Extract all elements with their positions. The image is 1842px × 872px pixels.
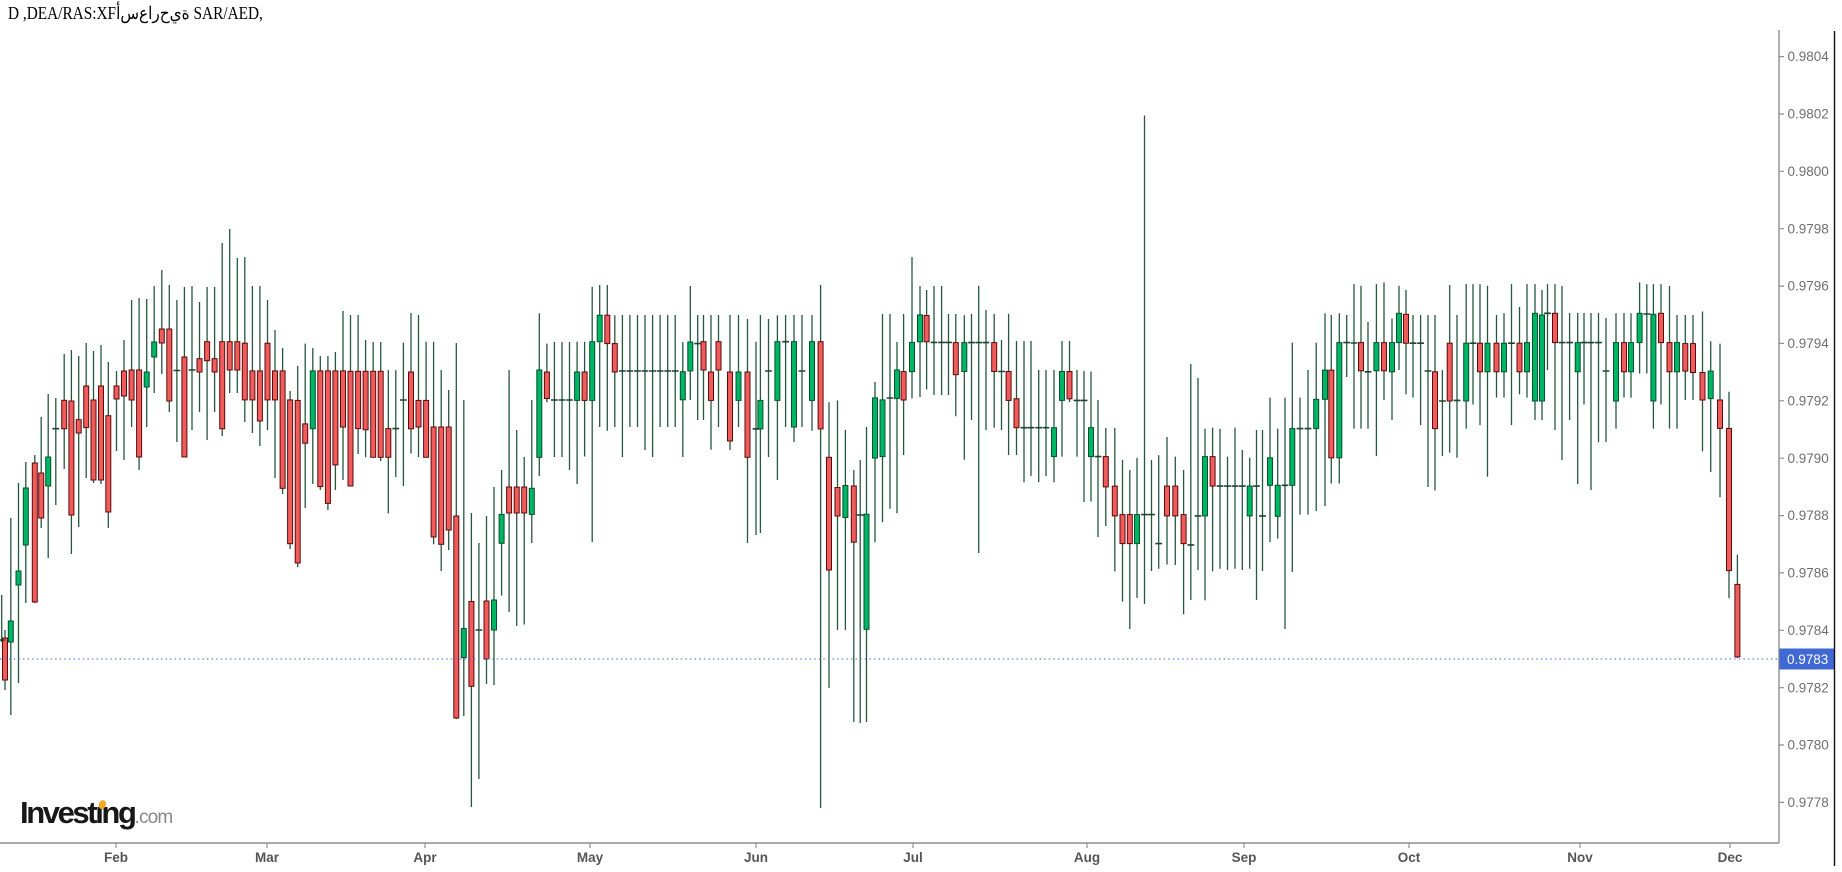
svg-text:0.9780: 0.9780 [1788,738,1829,753]
svg-text:Sep: Sep [1232,850,1257,865]
svg-text:Nov: Nov [1567,850,1593,865]
svg-text:0.9786: 0.9786 [1788,566,1829,581]
svg-text:0.9784: 0.9784 [1788,623,1830,638]
svg-text:0.9794: 0.9794 [1788,336,1830,351]
svg-text:0.9796: 0.9796 [1788,279,1829,294]
svg-text:0.9798: 0.9798 [1788,221,1829,236]
svg-text:0.9792: 0.9792 [1788,393,1829,408]
svg-text:0.9788: 0.9788 [1788,508,1829,523]
svg-text:0.9783: 0.9783 [1787,652,1828,667]
svg-text:Mar: Mar [255,850,280,865]
svg-text:Dec: Dec [1718,850,1743,865]
svg-text:Jul: Jul [903,850,923,865]
svg-text:0.9800: 0.9800 [1788,164,1829,179]
svg-text:0.9782: 0.9782 [1788,680,1829,695]
svg-text:May: May [577,850,604,865]
svg-text:0.9804: 0.9804 [1788,49,1830,64]
svg-text:Apr: Apr [413,850,437,865]
svg-text:0.9802: 0.9802 [1788,107,1829,122]
svg-text:Feb: Feb [104,850,128,865]
svg-text:Oct: Oct [1398,850,1421,865]
svg-text:0.9778: 0.9778 [1788,795,1829,810]
svg-text:Jun: Jun [744,850,768,865]
svg-text:0.9790: 0.9790 [1788,451,1829,466]
svg-text:Aug: Aug [1074,850,1100,865]
